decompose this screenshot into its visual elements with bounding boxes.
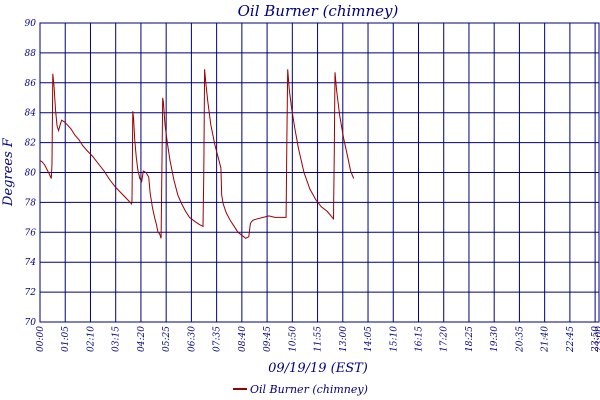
x-tick-label: 19:30: [490, 326, 500, 352]
x-tick-labels: 00:00 01:05 02:10 03:15 04:20 05:25 06:30 07:35…: [36, 326, 600, 353]
x-tick-label: 23:00: [595, 326, 600, 353]
x-tick-label: 02:10: [86, 326, 96, 352]
x-tick-label: 11:55: [314, 326, 324, 352]
x-tick-label: 14:05: [364, 326, 374, 352]
legend: Oil Burner (chimney): [233, 383, 368, 396]
x-tick-label: 00:00: [36, 326, 46, 352]
x-tick-label: 05:25: [162, 326, 172, 352]
y-tick-label: 88: [25, 49, 37, 59]
x-tick-label: 03:15: [112, 326, 122, 352]
y-tick-label: 74: [25, 258, 37, 268]
x-tick-label: 23:50: [591, 326, 600, 353]
y-tick-label: 90: [25, 19, 37, 29]
x-tick-label: 21:40: [541, 326, 551, 353]
x-tick-label: 06:30: [187, 326, 197, 352]
grid: [39, 22, 600, 323]
x-tick-label: 10:50: [288, 326, 298, 352]
x-tick-label: 08:40: [238, 326, 248, 352]
y-tick-label: 76: [25, 228, 37, 238]
x-tick-label: 17:20: [440, 326, 450, 352]
y-tick-label: 78: [25, 198, 37, 208]
chart-title: Oil Burner (chimney): [238, 2, 399, 20]
x-tick-label: 16:15: [414, 326, 424, 352]
x-axis-label: 09/19/19 (EST): [268, 361, 368, 376]
y-tick-labels: 70 72 74 76 78 80 82 84 86 88 90: [25, 19, 37, 328]
y-tick-label: 82: [25, 139, 37, 149]
y-axis-label: Degrees F: [1, 137, 16, 207]
y-tick-label: 84: [25, 109, 37, 119]
legend-label: Oil Burner (chimney): [250, 383, 368, 396]
x-tick-label: 04:20: [137, 326, 147, 352]
y-tick-label: 80: [25, 169, 37, 179]
x-tick-label: 13:00: [339, 326, 349, 352]
y-tick-label: 72: [25, 288, 37, 298]
series-line-oil-burner: [39, 69, 355, 239]
x-tick-label: 07:35: [213, 326, 223, 352]
x-tick-label: 22:45: [566, 326, 576, 353]
x-tick-label: 09:45: [263, 326, 273, 352]
x-tick-label: 18:25: [465, 326, 475, 352]
x-tick-label: 20:35: [515, 326, 525, 353]
x-tick-label: 15:10: [389, 326, 399, 352]
x-tick-label: 01:05: [61, 326, 71, 352]
y-tick-label: 70: [25, 318, 37, 328]
y-tick-label: 86: [25, 79, 37, 89]
